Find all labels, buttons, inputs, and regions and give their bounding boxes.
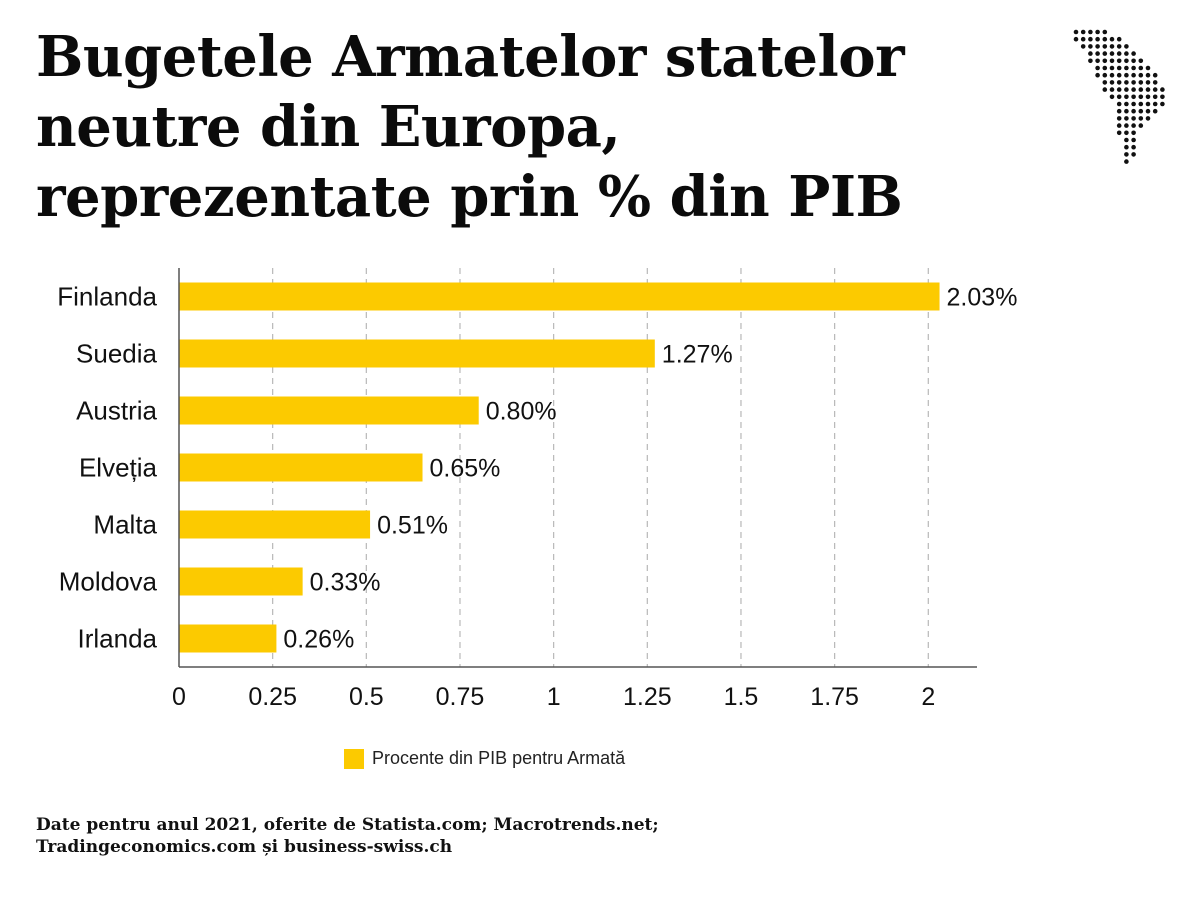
category-label: Austria	[76, 396, 157, 426]
x-tick-label: 1.75	[810, 683, 859, 711]
title-line-1: Bugetele Armatelor statelor	[36, 24, 905, 90]
category-label: Malta	[93, 510, 157, 540]
x-tick-label: 0.5	[349, 683, 384, 711]
bar	[179, 339, 655, 368]
title-line-3: reprezentate prin % din PIB	[36, 164, 903, 230]
x-tick-label: 0.25	[248, 683, 297, 711]
moldova-dotted-map-icon	[1073, 29, 1165, 164]
legend: Procente din PIB pentru Armată	[344, 748, 625, 769]
category-label: Suedia	[76, 339, 157, 369]
bar	[179, 453, 423, 482]
x-tick-label: 2	[921, 683, 935, 711]
bar	[179, 567, 303, 596]
data-label: 0.80%	[486, 398, 557, 426]
bar-chart: Finlanda 2.03% Suedia 1.27% Austria 0.80% Elve…	[57, 268, 1018, 711]
title-line-2: neutre din Europa,	[36, 94, 621, 160]
bar	[179, 282, 940, 311]
bar	[179, 396, 479, 425]
source-note: Date pentru anul 2021, oferite de Statis…	[36, 814, 796, 858]
data-label: 0.33%	[310, 569, 381, 597]
x-tick-label: 1.25	[623, 683, 672, 711]
source-line-2: Tradingeconomics.com și business-swiss.c…	[36, 837, 453, 857]
category-label: Moldova	[59, 567, 158, 597]
category-label: Elveția	[79, 453, 158, 483]
x-tick-label: 0.75	[436, 683, 485, 711]
data-label: 2.03%	[947, 284, 1018, 312]
data-label: 0.51%	[377, 512, 448, 540]
legend-label: Procente din PIB pentru Armată	[372, 748, 626, 768]
data-label: 0.65%	[430, 455, 501, 483]
category-label: Irlanda	[78, 624, 158, 654]
chart-title: Bugetele Armatelor statelor neutre din E…	[36, 22, 1036, 232]
data-label: 1.27%	[662, 341, 733, 369]
x-tick-label: 0	[172, 683, 186, 711]
category-label: Finlanda	[57, 282, 157, 312]
bar	[179, 510, 371, 539]
source-line-1: Date pentru anul 2021, oferite de Statis…	[36, 815, 659, 835]
legend-swatch	[344, 748, 364, 769]
x-tick-label: 1	[547, 683, 561, 711]
x-tick-label: 1.5	[724, 683, 759, 711]
bar	[179, 624, 277, 653]
data-label: 0.26%	[283, 626, 354, 654]
